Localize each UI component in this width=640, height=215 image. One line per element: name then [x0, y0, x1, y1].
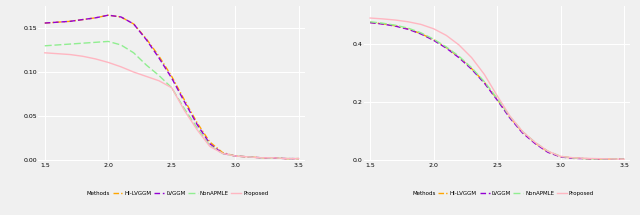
Legend: Methods, HI-LVGGM, LVGGM, NonAPMLE, Proposed: Methods, HI-LVGGM, LVGGM, NonAPMLE, Prop… [398, 189, 596, 199]
Legend: Methods, HI-LVGGM, LVGGM, NonAPMLE, Proposed: Methods, HI-LVGGM, LVGGM, NonAPMLE, Prop… [73, 189, 271, 199]
